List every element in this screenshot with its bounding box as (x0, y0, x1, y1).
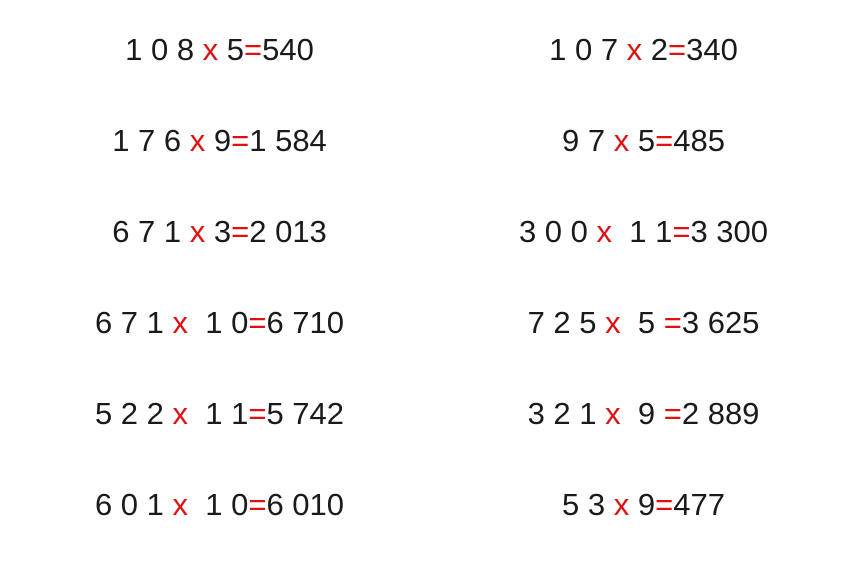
multiplicand: 1 0 7 (549, 32, 627, 67)
multiplicand: 1 7 6 (112, 123, 190, 158)
right-equation-column: 1 0 7 x 2=340 9 7 x 5=485 3 0 0 x 1 1=3 … (429, 22, 858, 568)
equation-row: 6 0 1 x 1 0=6 010 (0, 477, 429, 568)
times-sign: x (189, 123, 206, 158)
times-sign: x (613, 487, 630, 522)
equation-row: 3 2 1 x 9 =2 889 (429, 386, 858, 477)
equation-row: 1 0 7 x 2=340 (429, 22, 858, 113)
equation-row: 5 3 x 9=477 (429, 477, 858, 568)
equals-sign: = (231, 123, 250, 158)
equals-sign: = (248, 305, 267, 340)
equation-row: 7 2 5 x 5 =3 625 (429, 295, 858, 386)
equals-sign: = (248, 487, 267, 522)
left-equation-column: 1 0 8 x 5=540 1 7 6 x 9=1 584 6 7 1 x 3=… (0, 22, 429, 568)
product: 1 584 (249, 123, 327, 158)
equation-row: 1 0 8 x 5=540 (0, 22, 429, 113)
product: 477 (673, 487, 725, 522)
times-sign: x (626, 32, 643, 67)
times-sign: x (202, 32, 219, 67)
equation-row: 5 2 2 x 1 1=5 742 (0, 386, 429, 477)
multiplicand: 9 7 (562, 123, 614, 158)
equals-sign: = (248, 396, 267, 431)
times-sign: x (172, 396, 189, 431)
multiplier: 9 (620, 396, 664, 431)
multiplicand: 3 0 0 (518, 214, 597, 249)
multiplier: 1 0 (188, 487, 249, 522)
multiplicand: 6 7 1 (94, 305, 173, 340)
product: 5 742 (266, 396, 345, 431)
times-sign: x (605, 305, 621, 340)
equals-sign: = (655, 123, 674, 158)
times-sign: x (172, 487, 189, 522)
equation-row: 3 0 0 x 1 1=3 300 (429, 204, 858, 295)
product: 2 013 (249, 214, 327, 249)
multiplicand: 5 3 (562, 487, 614, 522)
equals-sign: = (663, 396, 682, 431)
multiplicand: 6 7 1 (112, 214, 190, 249)
product: 3 625 (681, 305, 760, 340)
times-sign: x (605, 396, 621, 431)
equals-sign: = (672, 214, 691, 249)
multiplicand: 1 0 8 (125, 32, 203, 67)
times-sign: x (613, 123, 630, 158)
equals-sign: = (231, 214, 250, 249)
product: 340 (686, 32, 738, 67)
equals-sign: = (244, 32, 263, 67)
times-sign: x (172, 305, 189, 340)
multiplier: 5 (629, 123, 656, 158)
multiplier: 1 0 (188, 305, 249, 340)
product: 540 (262, 32, 314, 67)
multiplicand: 3 2 1 (527, 396, 606, 431)
product: 2 889 (681, 396, 760, 431)
equation-row: 1 7 6 x 9=1 584 (0, 113, 429, 204)
times-sign: x (596, 214, 613, 249)
multiplier: 1 1 (612, 214, 673, 249)
multiplicand: 6 0 1 (94, 487, 173, 522)
product: 6 710 (266, 305, 345, 340)
product: 485 (673, 123, 725, 158)
equals-sign: = (668, 32, 687, 67)
multiplier: 9 (629, 487, 656, 522)
multiplicand: 5 2 2 (94, 396, 173, 431)
equation-row: 6 7 1 x 1 0=6 710 (0, 295, 429, 386)
equation-row: 6 7 1 x 3=2 013 (0, 204, 429, 295)
product: 6 010 (266, 487, 345, 522)
equation-row: 9 7 x 5=485 (429, 113, 858, 204)
multiplicand: 7 2 5 (527, 305, 606, 340)
multiplier: 2 (642, 32, 669, 67)
multiplier: 1 1 (188, 396, 249, 431)
multiplier: 5 (218, 32, 245, 67)
times-sign: x (189, 214, 206, 249)
multiplier: 5 (620, 305, 664, 340)
multiplier: 9 (205, 123, 232, 158)
math-worksheet: 1 0 8 x 5=540 1 7 6 x 9=1 584 6 7 1 x 3=… (95, 32, 768, 522)
product: 3 300 (690, 214, 769, 249)
equals-sign: = (655, 487, 674, 522)
equals-sign: = (663, 305, 682, 340)
multiplier: 3 (205, 214, 232, 249)
